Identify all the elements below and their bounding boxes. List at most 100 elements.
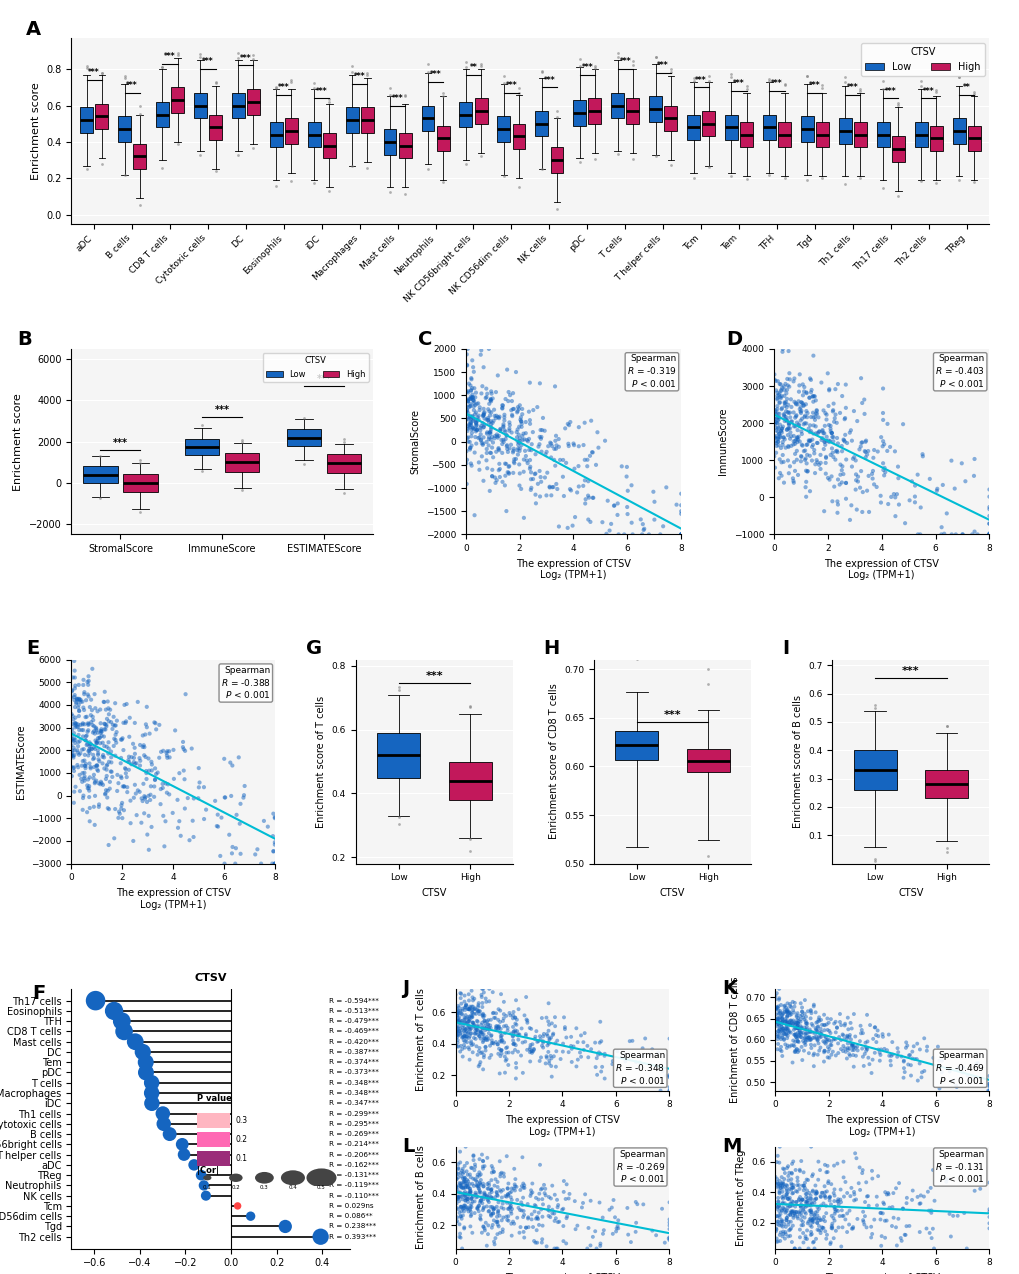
Point xyxy=(792,1017,808,1037)
Point xyxy=(769,1014,786,1034)
Point xyxy=(557,1233,574,1254)
Point xyxy=(66,761,83,781)
PathPatch shape xyxy=(156,102,169,127)
Point xyxy=(463,380,479,400)
Point xyxy=(461,1019,477,1040)
Point xyxy=(858,480,874,501)
Point xyxy=(802,1195,818,1215)
Point xyxy=(517,441,533,461)
Point xyxy=(508,401,525,422)
Point xyxy=(766,418,783,438)
Point xyxy=(86,748,102,768)
Point xyxy=(980,513,997,534)
Point xyxy=(909,465,925,485)
Point xyxy=(808,450,824,470)
Point xyxy=(906,492,922,512)
Point xyxy=(784,1205,800,1226)
Point xyxy=(526,1029,542,1050)
Point xyxy=(589,422,605,442)
Point xyxy=(457,1019,473,1040)
Point xyxy=(505,1213,522,1233)
Point xyxy=(767,1206,784,1227)
Point xyxy=(827,413,844,433)
Point xyxy=(771,392,788,413)
Point xyxy=(458,401,474,422)
Point xyxy=(524,422,540,442)
Point xyxy=(775,1214,792,1235)
Point xyxy=(773,1200,790,1220)
Point xyxy=(486,426,502,446)
Point xyxy=(791,1238,807,1259)
Point xyxy=(799,403,815,423)
Point xyxy=(489,406,505,427)
Point xyxy=(460,427,476,447)
Point xyxy=(858,1038,874,1059)
Point xyxy=(788,1038,804,1059)
Text: ***: *** xyxy=(695,75,706,84)
Point xyxy=(68,713,85,734)
Point xyxy=(808,1201,824,1222)
Point xyxy=(859,1031,875,1051)
Point xyxy=(489,1203,505,1223)
Point xyxy=(801,387,817,408)
Point xyxy=(75,670,92,691)
Point xyxy=(100,834,116,855)
Point xyxy=(459,390,475,410)
Point xyxy=(887,1178,903,1199)
Point xyxy=(776,1217,793,1237)
Point xyxy=(492,419,508,440)
Point xyxy=(78,725,95,745)
Point xyxy=(782,994,798,1014)
Point xyxy=(95,775,111,795)
Point xyxy=(117,763,133,784)
Point xyxy=(782,1218,798,1238)
Point xyxy=(481,423,497,443)
Point xyxy=(482,419,498,440)
Point xyxy=(472,1172,488,1192)
Point xyxy=(63,766,79,786)
Point xyxy=(546,1006,562,1027)
Text: I: I xyxy=(782,640,789,659)
Point xyxy=(872,1040,889,1060)
Point xyxy=(493,399,510,419)
Point xyxy=(88,730,104,750)
Point xyxy=(467,1018,483,1038)
Point xyxy=(131,748,148,768)
Point xyxy=(452,1023,469,1043)
Point xyxy=(513,479,529,499)
Point xyxy=(85,710,101,730)
Point xyxy=(789,1018,805,1038)
Point xyxy=(135,736,151,757)
Point xyxy=(546,456,562,476)
Point xyxy=(138,761,154,781)
Point xyxy=(460,339,476,359)
Point xyxy=(835,431,851,451)
Point xyxy=(769,418,786,438)
Point xyxy=(499,1055,516,1075)
Point xyxy=(789,1181,805,1201)
Point xyxy=(117,712,133,733)
Point xyxy=(835,1041,851,1061)
Point xyxy=(774,1198,791,1218)
Point xyxy=(525,1217,541,1237)
Point xyxy=(766,986,783,1006)
Point xyxy=(861,1015,877,1036)
Point xyxy=(69,689,86,710)
Point xyxy=(491,1152,507,1172)
Point xyxy=(954,524,970,544)
Point xyxy=(462,438,478,459)
Point xyxy=(493,397,510,418)
Point xyxy=(71,781,88,801)
Point xyxy=(768,1009,785,1029)
Point xyxy=(540,1042,556,1063)
Point xyxy=(550,437,567,457)
Point xyxy=(515,1173,531,1194)
Point xyxy=(822,1045,839,1065)
Point xyxy=(530,437,546,457)
Point xyxy=(878,441,895,461)
Point xyxy=(787,1026,803,1046)
Point xyxy=(822,466,839,487)
Point xyxy=(474,1157,490,1177)
Point xyxy=(463,415,479,436)
Point xyxy=(817,1162,834,1182)
